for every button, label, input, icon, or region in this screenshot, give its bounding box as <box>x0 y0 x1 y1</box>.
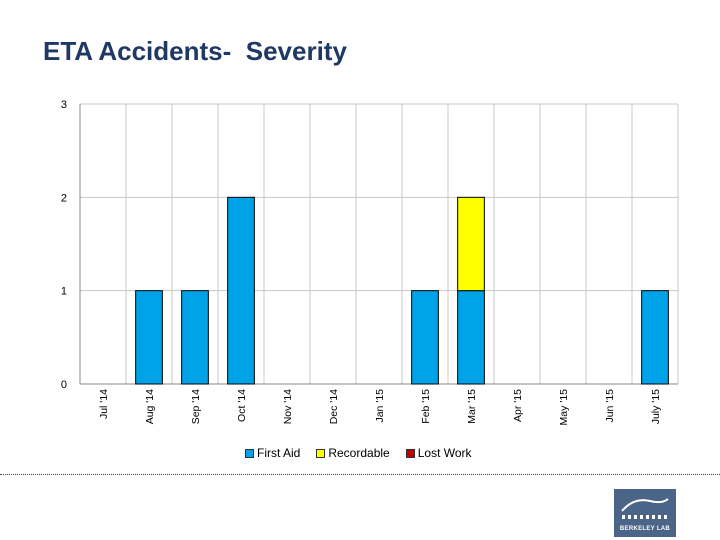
legend-swatch-lost-work <box>405 448 415 458</box>
bar-first-aid <box>181 290 209 385</box>
y-tick-label: 2 <box>61 192 67 204</box>
bar-chart: 0 1 2 3 Jul '14 Aug '14 Sep '14 Oct '14 Nov '14 D… <box>61 99 679 426</box>
x-tick-label: Dec '14 <box>328 389 340 424</box>
legend-label-first-aid: First Aid <box>257 446 301 460</box>
x-tick-label: Jan '15 <box>374 389 386 423</box>
y-tick-label: 3 <box>61 99 67 111</box>
x-tick-label: Oct '14 <box>236 389 248 422</box>
bar-recordable <box>457 196 485 292</box>
x-tick-label: Mar '15 <box>466 389 478 424</box>
x-tick-label: July '15 <box>650 389 662 424</box>
bar-first-aid <box>135 290 163 385</box>
x-tick-label: Sep '14 <box>190 389 202 424</box>
x-tick-label: Nov '14 <box>282 389 294 424</box>
bar-first-aid <box>227 196 255 385</box>
x-tick-label: Jun '15 <box>604 389 616 423</box>
legend-item-first-aid: First Aid <box>245 446 300 460</box>
bar-first-aid <box>411 290 439 385</box>
x-tick-label: May '15 <box>558 389 570 426</box>
legend-swatch-first-aid <box>245 448 254 458</box>
x-tick-label: Aug '14 <box>144 389 156 424</box>
chart-title: ETA Accidents- Severity <box>43 36 347 66</box>
legend-item-recordable: Recordable <box>316 446 390 460</box>
legend-item-lost-work: Lost Work <box>405 446 472 460</box>
x-tick-label: Jul '14 <box>98 389 110 419</box>
legend-label-lost-work: Lost Work <box>417 446 472 460</box>
building-icon <box>621 498 669 519</box>
chart-legend: First Aid Recordable Lost Work <box>245 446 472 460</box>
bar-first-aid <box>641 290 669 385</box>
logo-text: BERKELEY LAB <box>619 526 671 532</box>
y-tick-label: 1 <box>61 286 67 298</box>
berkeley-lab-logo: BERKELEY LAB <box>614 489 676 537</box>
legend-label-recordable: Recordable <box>328 446 390 460</box>
y-tick-label: 0 <box>61 379 67 391</box>
bar-first-aid <box>457 290 485 385</box>
footer-divider <box>0 474 720 475</box>
x-tick-label: Feb '15 <box>420 389 432 424</box>
x-tick-label: Apr '15 <box>512 389 524 422</box>
legend-swatch-recordable <box>316 448 326 458</box>
